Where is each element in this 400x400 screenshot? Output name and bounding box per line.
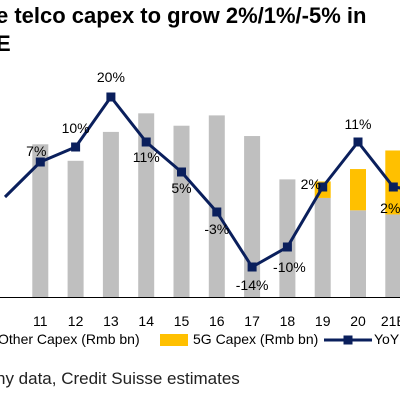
yoy-data-label-11: 7%	[26, 143, 46, 159]
capex-5g-bar-20	[350, 169, 366, 211]
x-tick-label-15: 15	[174, 313, 190, 329]
yoy-data-label-19: 2%	[301, 176, 321, 192]
yoy-data-label-14: 11%	[133, 149, 160, 165]
chart-title: e telco capex to grow 2%/1%/-5% in E	[0, 2, 400, 58]
x-tick-label-14: 14	[138, 313, 154, 329]
other-capex-bar-15	[173, 125, 190, 297]
yoy-marker-17	[247, 262, 257, 272]
yoy-marker-18	[282, 242, 292, 252]
yoy-marker-21e	[388, 182, 398, 192]
yoy-data-label-21e: 2%	[380, 200, 400, 216]
yoy-data-label-15: 5%	[171, 180, 191, 196]
other-capex-bar-14	[138, 113, 155, 297]
other-capex-bar-12	[67, 160, 84, 297]
yoy-marker-16	[212, 207, 222, 217]
yoy-data-label-18: -10%	[273, 259, 306, 275]
x-tick-label-17: 17	[244, 313, 260, 329]
yoy-marker-19	[318, 182, 328, 192]
yoy-data-label-17: -14%	[236, 277, 269, 293]
yoy-marker-15	[177, 167, 186, 177]
yoy-data-label-12: 10%	[62, 120, 90, 136]
yoy-marker-14	[141, 137, 151, 147]
chart-title-line-1: e telco capex to grow 2%/1%/-5% in	[0, 3, 367, 28]
legend-label-5g-capex: 5G Capex (Rmb bn)	[193, 331, 318, 347]
other-capex-bar-11	[32, 144, 49, 297]
legend-marker-yoy	[343, 335, 353, 345]
yoy-marker-12	[71, 142, 81, 152]
x-tick-label-16: 16	[209, 313, 225, 329]
x-tick-label-13: 13	[103, 313, 119, 329]
yoy-marker-13	[106, 92, 116, 102]
x-tick-label-20: 20	[350, 313, 366, 329]
other-capex-bar-20	[350, 210, 366, 297]
x-tick-label-12: 12	[68, 313, 84, 329]
capex-5g-bar-21e	[385, 150, 400, 215]
legend-swatch-5g-capex	[160, 334, 188, 346]
legend-label-yoy: YoY	[374, 331, 400, 347]
x-tick-label-18: 18	[280, 313, 296, 329]
legend-label-other-capex: Other Capex (Rmb bn)	[0, 331, 140, 347]
chart-source-note: ny data, Credit Suisse estimates	[0, 369, 240, 388]
other-capex-bar-16	[208, 115, 225, 298]
x-tick-label-11: 11	[33, 313, 48, 329]
chart-title-line-2: E	[0, 31, 11, 56]
other-capex-bar-19	[314, 197, 331, 297]
yoy-marker-20	[353, 137, 363, 147]
yoy-data-label-13: 20%	[97, 69, 125, 85]
other-capex-bar-17	[244, 136, 261, 297]
yoy-data-label-20: 11%	[345, 116, 372, 132]
other-capex-bar-13	[102, 131, 119, 297]
yoy-data-label-16: -3%	[204, 221, 229, 237]
other-capex-bar-18	[279, 179, 296, 297]
other-capex-bar-21e	[385, 214, 400, 297]
x-tick-label-21e: 21E	[381, 313, 400, 329]
yoy-marker-11	[35, 157, 45, 167]
yoy-line	[3, 95, 400, 269]
x-tick-label-19: 19	[315, 313, 331, 329]
